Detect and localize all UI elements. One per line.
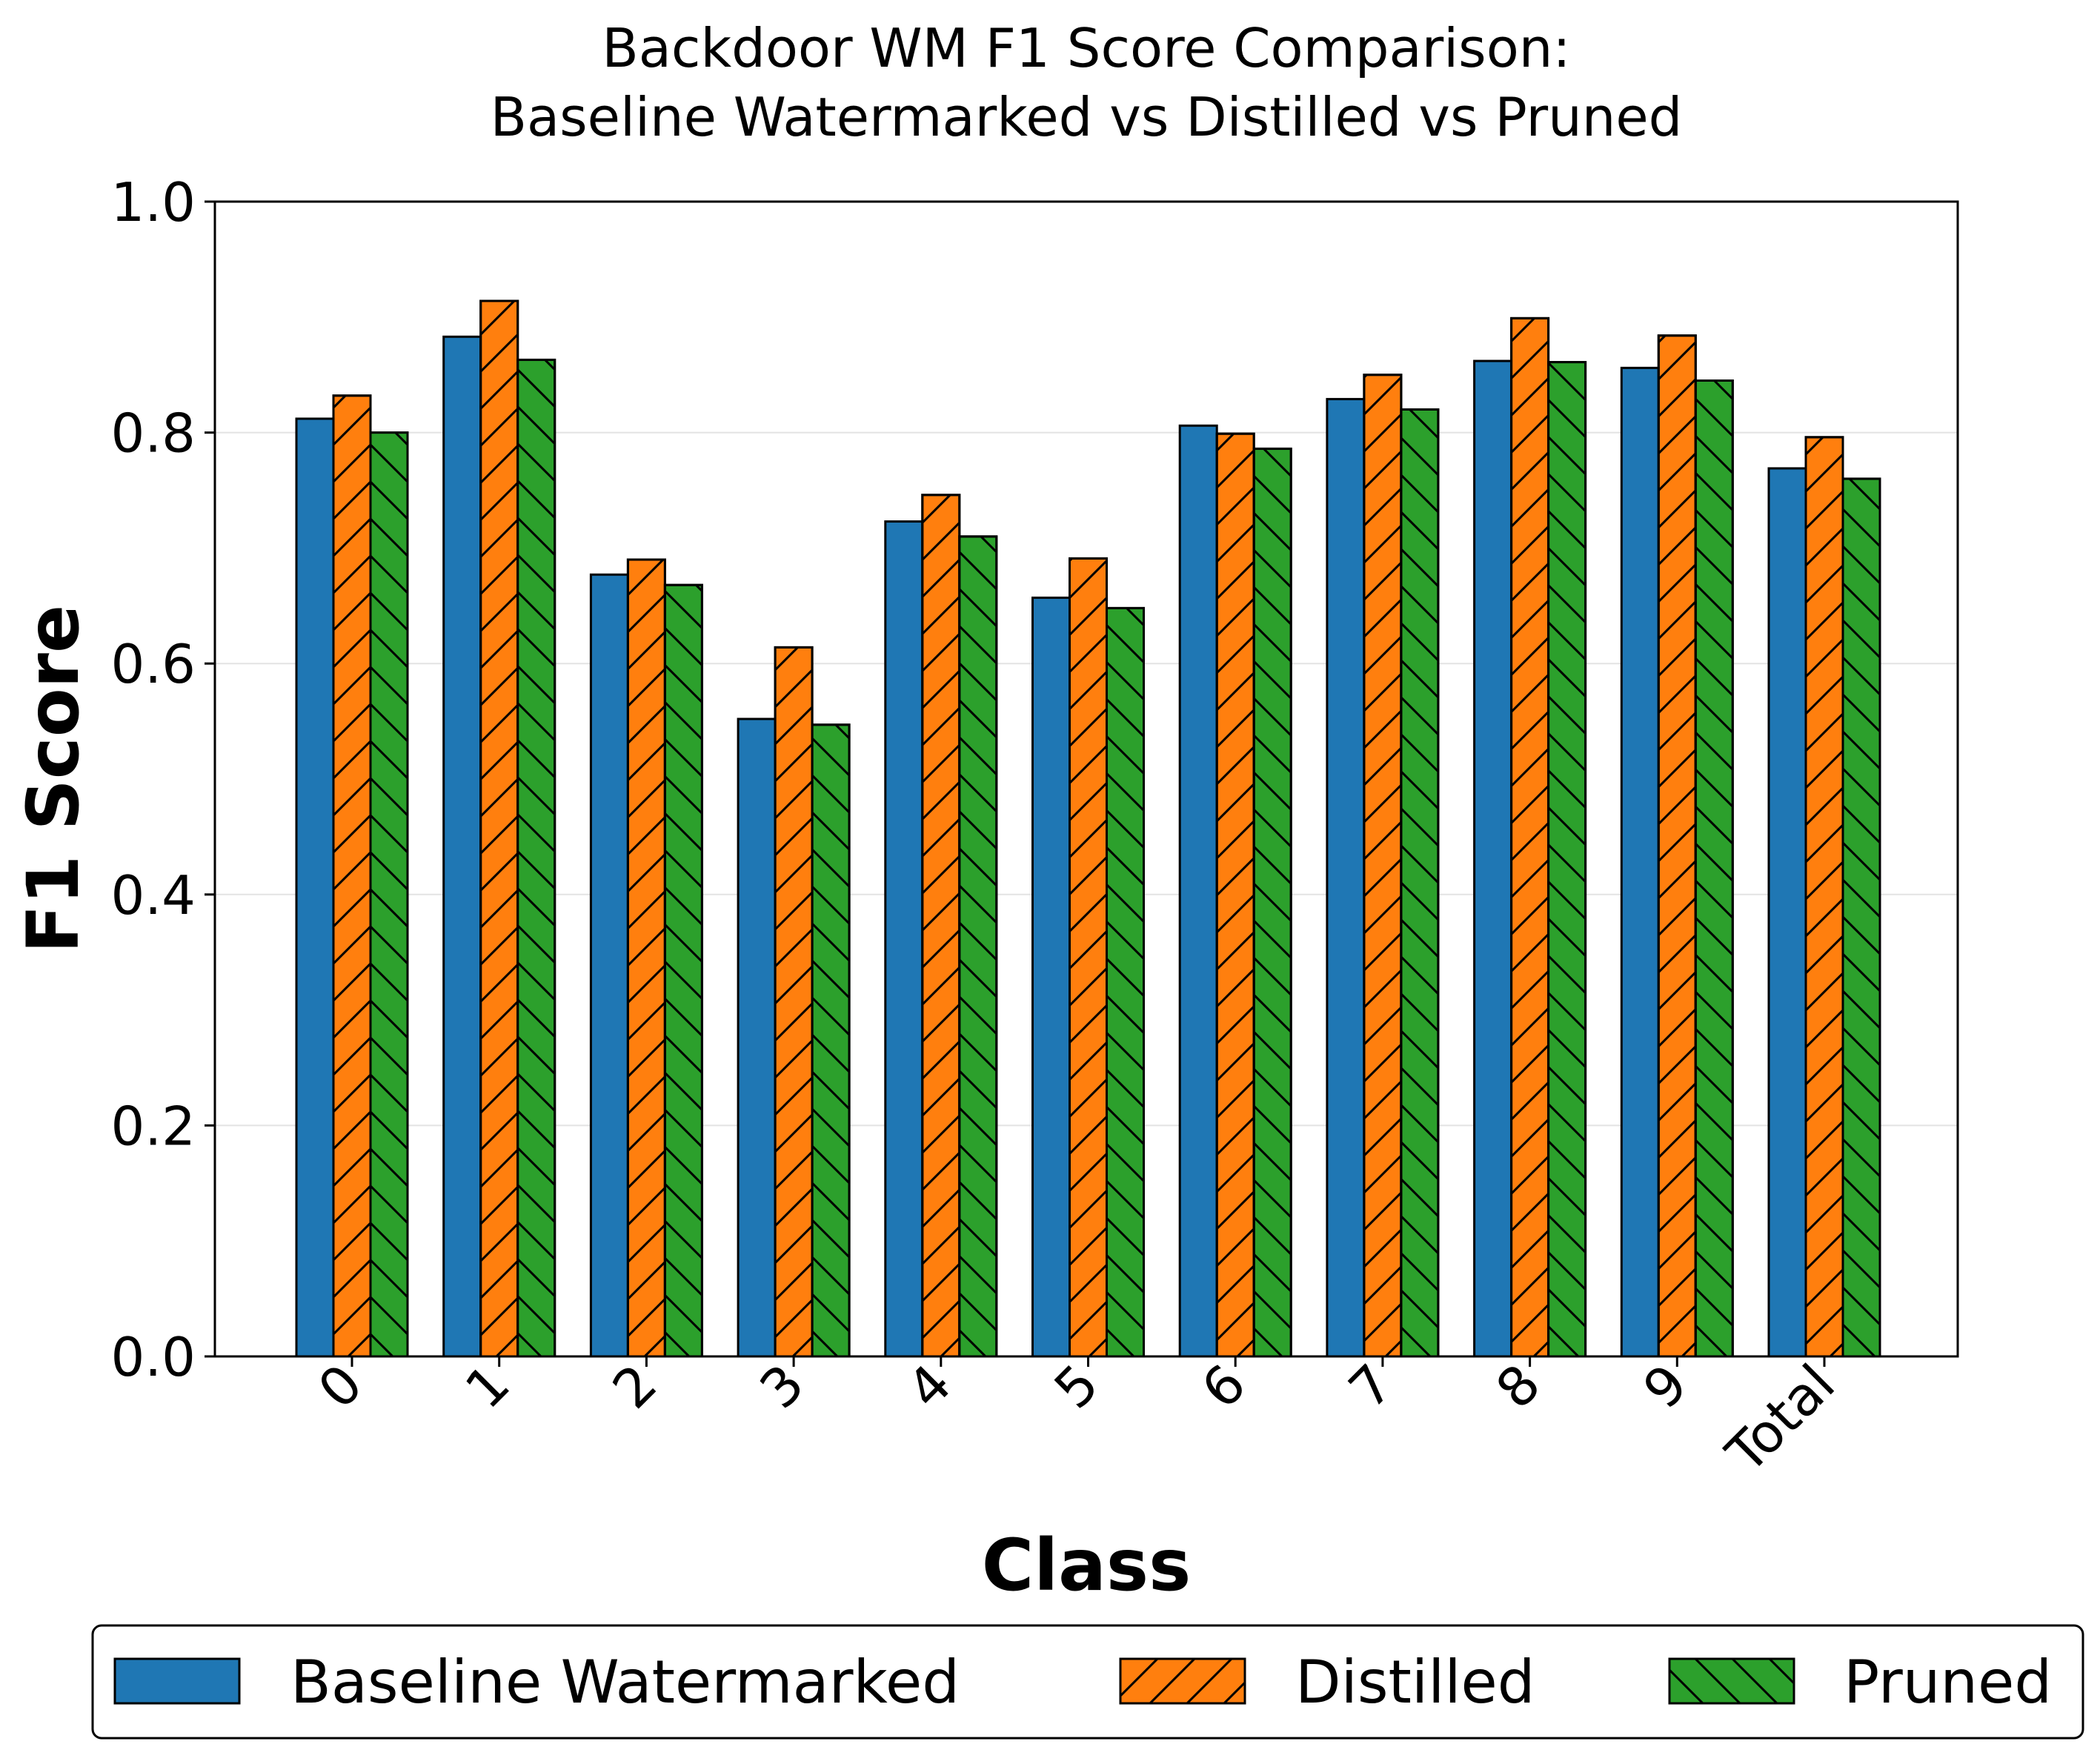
x-tick-label: 7 — [1337, 1353, 1405, 1421]
x-axis: 0 1 2 3 4 5 6 7 8 9 Total — [306, 1353, 1847, 1485]
bar-distilled-6-hatch — [1215, 432, 1255, 1358]
plot-frame — [213, 200, 1959, 1358]
y-axis: 0.0 0.2 0.4 0.6 0.8 1.0 — [110, 171, 215, 1388]
legend-label-distilled: Distilled — [1295, 1648, 1535, 1717]
bar-baseline-watermarked-6 — [1178, 424, 1218, 1358]
legend-label-baseline: Baseline Watermarked — [290, 1648, 960, 1717]
x-tick-label: 6 — [1189, 1353, 1257, 1421]
bar-pruned-5-hatch — [1106, 606, 1145, 1358]
x-tick-label: 0 — [306, 1353, 374, 1421]
x-tick-label: 8 — [1484, 1353, 1552, 1421]
bar-baseline-watermarked-9 — [1620, 366, 1660, 1358]
bar-pruned-2-hatch — [663, 583, 703, 1358]
legend-swatch-pruned-hatch — [1668, 1657, 1795, 1705]
x-tick-label: 3 — [748, 1353, 816, 1421]
legend-swatch-baseline — [113, 1657, 241, 1705]
bar-distilled-0-hatch — [332, 394, 372, 1358]
x-tick-label: 5 — [1043, 1353, 1111, 1421]
bar-baseline-watermarked-3 — [737, 717, 777, 1358]
chart-subtitle: Baseline Watermarked vs Distilled vs Pru… — [491, 86, 1683, 148]
x-tick-label: 9 — [1632, 1353, 1700, 1421]
bar-pruned-6-hatch — [1252, 447, 1292, 1358]
x-tick-label: 4 — [895, 1353, 963, 1421]
bar-pruned-4-hatch — [958, 535, 998, 1358]
bar-pruned-7-hatch — [1400, 408, 1440, 1358]
bar-baseline-watermarked-0 — [295, 417, 335, 1358]
bar-pruned-1-hatch — [516, 358, 556, 1358]
legend: Baseline Watermarked Distilled Pruned — [91, 1624, 2084, 1740]
legend-swatch-distilled-hatch — [1119, 1657, 1246, 1705]
bar-distilled-5-hatch — [1069, 557, 1108, 1358]
bar-distilled-7-hatch — [1363, 374, 1403, 1358]
x-tick-label: 1 — [453, 1353, 522, 1421]
bar-pruned-0-hatch — [369, 431, 409, 1358]
bar-baseline-watermarked-1 — [442, 335, 482, 1358]
bar-baseline-watermarked-4 — [884, 520, 924, 1358]
bar-distilled-1-hatch — [479, 299, 519, 1358]
bar-pruned-total-hatch — [1841, 477, 1881, 1358]
bar-pruned-9-hatch — [1694, 379, 1734, 1358]
bar-distilled-2-hatch — [626, 558, 666, 1358]
y-tick-label: 0.2 — [110, 1095, 196, 1157]
x-axis-label: Class — [982, 1524, 1191, 1607]
legend-frame — [91, 1624, 2084, 1740]
bar-baseline-watermarked-7 — [1326, 397, 1366, 1358]
bar-pruned-8-hatch — [1547, 361, 1587, 1358]
bar-distilled-4-hatch — [921, 494, 961, 1358]
chart-title: Backdoor WM F1 Score Comparison: — [602, 17, 1570, 79]
bar-baseline-watermarked-8 — [1473, 359, 1513, 1358]
y-tick-label: 0.6 — [110, 633, 196, 695]
bar-pruned-3-hatch — [811, 723, 851, 1358]
y-tick-label: 0.0 — [110, 1326, 196, 1388]
bar-distilled-total-hatch — [1804, 436, 1844, 1358]
y-axis-label: F1 Score — [12, 605, 95, 953]
bar-baseline-watermarked-total — [1767, 467, 1807, 1358]
bar-distilled-9-hatch — [1657, 334, 1697, 1358]
y-tick-label: 0.4 — [110, 864, 196, 927]
x-tick-label: 2 — [601, 1353, 669, 1421]
y-tick-label: 0.8 — [110, 402, 196, 465]
y-tick-label: 1.0 — [110, 171, 196, 233]
x-tick-label: Total — [1714, 1353, 1847, 1485]
bar-distilled-3-hatch — [774, 646, 814, 1358]
bar-baseline-watermarked-5 — [1031, 596, 1071, 1358]
bar-baseline-watermarked-2 — [589, 573, 629, 1358]
bar-distilled-8-hatch — [1510, 316, 1550, 1358]
legend-label-pruned: Pruned — [1844, 1648, 2052, 1717]
bars — [295, 299, 1881, 1358]
